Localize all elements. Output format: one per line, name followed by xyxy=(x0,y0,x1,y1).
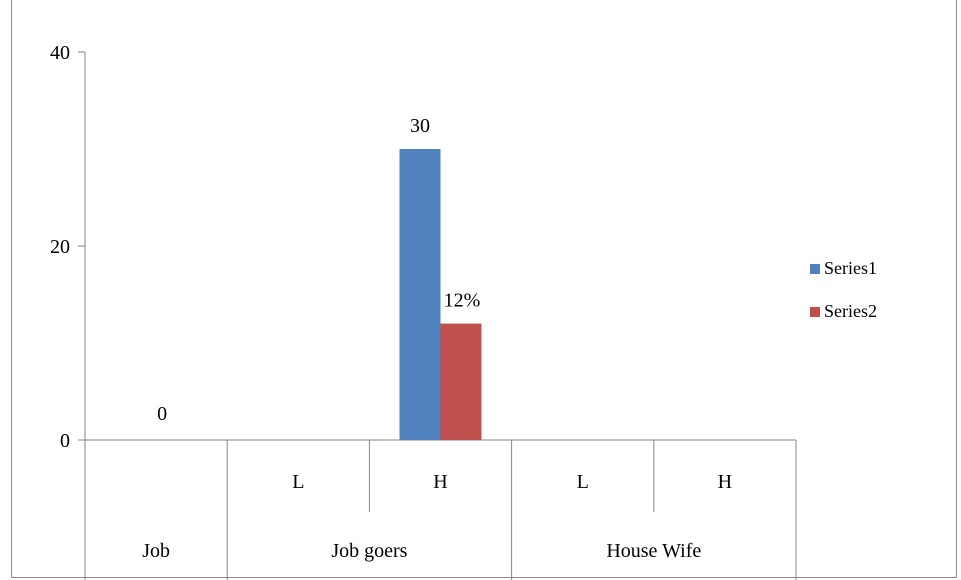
x-tick-group-label: House Wife xyxy=(606,540,701,562)
bar-series2 xyxy=(440,323,482,440)
data-label: 12% xyxy=(444,290,481,312)
x-tick-group-label: Job xyxy=(142,540,170,562)
y-tick-label: 0 xyxy=(60,430,70,452)
data-label: 0 xyxy=(157,403,167,425)
chart-frame xyxy=(11,0,957,578)
legend-swatch-series2 xyxy=(810,307,820,317)
x-tick-sublabel: H xyxy=(433,471,447,493)
legend-swatch-series1 xyxy=(810,264,820,274)
x-tick-group-label: Job goers xyxy=(331,540,407,562)
x-tick-sublabel: H xyxy=(718,471,732,493)
y-tick-label: 40 xyxy=(50,42,70,64)
x-tick-sublabel: L xyxy=(292,471,304,493)
x-tick-sublabel: L xyxy=(577,471,589,493)
y-tick-label: 20 xyxy=(50,236,70,258)
legend-label: Series1 xyxy=(824,258,877,278)
bar-series1 xyxy=(399,149,441,440)
data-label: 30 xyxy=(410,115,430,137)
legend-label: Series2 xyxy=(824,301,877,321)
